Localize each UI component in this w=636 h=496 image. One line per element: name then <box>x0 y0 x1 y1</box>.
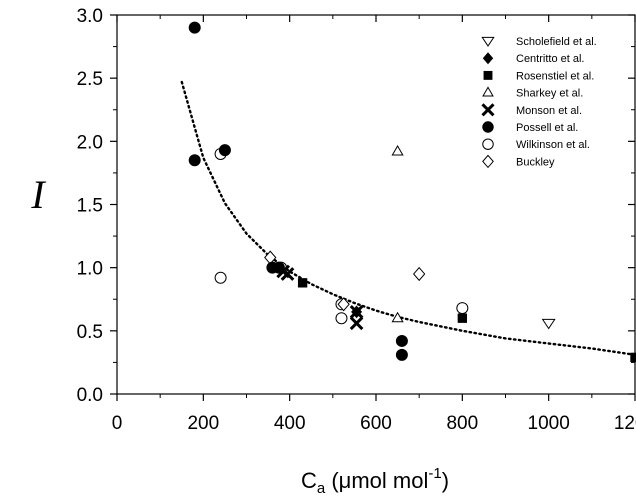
x-tick-label: 800 <box>446 413 478 434</box>
axes: 0 200 400 600 800 1000 1200 0.0 0.5 1.0 1.5 2.0 2.5 3… <box>77 6 636 434</box>
legend-label: Scholefield et al. <box>516 36 597 48</box>
data-point <box>349 305 364 319</box>
x-tick-label: 600 <box>360 413 392 434</box>
data-point <box>218 144 231 157</box>
y-tick-label: 0.0 <box>77 385 103 406</box>
x-axis-label: Ca (μmol mol-1) <box>301 465 449 496</box>
legend-marker <box>482 154 494 169</box>
x-axis-label-main: C <box>301 468 317 493</box>
x-tick-label: 0 <box>112 413 123 434</box>
x-tick-label: 200 <box>187 413 219 434</box>
data-point <box>541 318 556 330</box>
x-stroke <box>349 316 364 331</box>
data-point <box>280 267 295 281</box>
data-points <box>188 21 636 363</box>
data-point <box>391 144 404 156</box>
data-point <box>335 312 348 325</box>
x-axis-label-unit: (μmol mol <box>325 468 428 493</box>
x-axis-label-sub: a <box>317 480 326 496</box>
data-point <box>188 154 201 167</box>
legend-marker <box>482 52 494 65</box>
data-point <box>395 334 408 347</box>
legend-label: Buckley <box>516 156 555 168</box>
x-stroke <box>481 103 495 117</box>
x-tick-label: 1000 <box>528 413 570 434</box>
data-point <box>214 271 227 284</box>
x-axis-label-sup: -1 <box>428 465 441 482</box>
legend-marker <box>483 70 493 80</box>
data-point <box>297 278 308 288</box>
x-axis-label-close: ) <box>442 468 449 493</box>
y-tick-label: 2.0 <box>77 132 103 153</box>
data-point <box>337 297 350 312</box>
y-tick-label: 1.5 <box>77 196 103 217</box>
legend-label: Possell et al. <box>516 122 578 134</box>
x-tick-label: 1200 <box>614 413 636 434</box>
x-tick-label: 400 <box>274 413 306 434</box>
data-point <box>188 21 201 34</box>
legend-marker <box>482 138 494 150</box>
legend-label: Sharkey et al. <box>516 88 583 100</box>
legend-marker <box>481 103 495 117</box>
x-stroke <box>349 305 364 319</box>
data-point <box>391 311 404 323</box>
data-point <box>457 313 468 323</box>
legend-label: Rosenstiel et al. <box>516 70 594 82</box>
legend-label: Wilkinson et al. <box>516 139 590 151</box>
legend: Scholefield et al. Centritto et al. Rosens… <box>481 36 597 169</box>
y-axis-label: I <box>30 172 46 217</box>
y-tick-label: 0.5 <box>77 322 103 343</box>
x-stroke <box>280 267 295 281</box>
y-tick-label: 3.0 <box>77 6 103 27</box>
data-point <box>395 348 408 361</box>
fit-curve <box>180 80 636 356</box>
fit-curve-group <box>180 80 636 356</box>
legend-label: Centritto et al. <box>516 53 584 65</box>
legend-label: Monson et al. <box>516 105 582 117</box>
data-point <box>349 316 364 331</box>
y-tick-label: 2.5 <box>77 69 103 90</box>
legend-marker <box>482 121 494 133</box>
data-point <box>456 302 469 315</box>
y-tick-label: 1.0 <box>77 259 103 280</box>
data-point <box>630 352 636 363</box>
legend-marker <box>481 36 495 47</box>
data-point <box>413 266 426 282</box>
legend-marker <box>482 86 494 97</box>
